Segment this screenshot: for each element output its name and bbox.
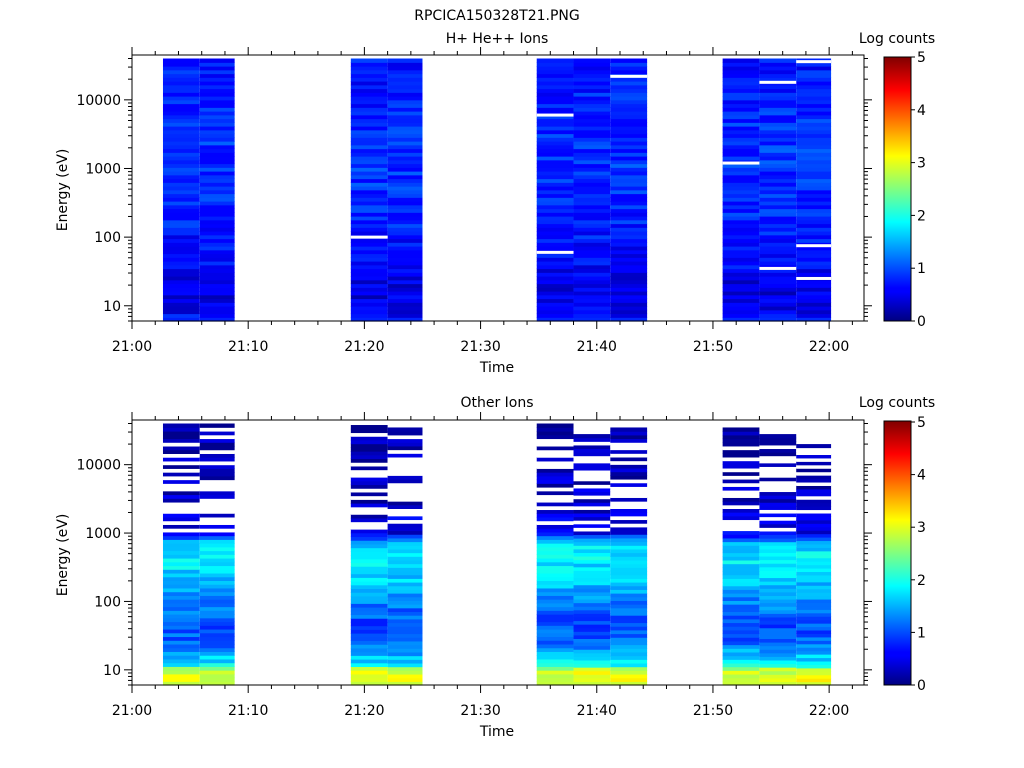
x-tick-label: 21:30 <box>460 339 500 355</box>
colorbar: Log counts 0 1 2 3 4 5 <box>859 31 935 330</box>
x-axis: 21:00 21:10 21:20 21:30 21:40 21:50 22:00 <box>112 47 853 355</box>
plot-frame <box>131 419 865 686</box>
colorbar-tick-label: 4 <box>917 468 926 484</box>
plot-frame <box>131 54 865 322</box>
y-tick-label: 1000 <box>85 526 121 542</box>
colorbar-gradient <box>883 420 912 686</box>
figure-title: RPCICA150328T21.PNG <box>414 8 579 24</box>
colorbar-tick-label: 3 <box>917 520 926 536</box>
x-axis-label: Time <box>479 360 514 376</box>
colorbar-gradient <box>883 56 912 322</box>
x-tick-label: 21:50 <box>693 339 733 355</box>
y-tick-label: 100 <box>94 594 121 610</box>
panel-title: Other Ions <box>460 395 533 411</box>
y-axis: 10 100 1000 10000 <box>76 422 872 686</box>
x-tick-label: 22:00 <box>809 703 849 719</box>
spectrogram-heatmap <box>162 423 832 686</box>
colorbar-label: Log counts <box>859 31 935 47</box>
x-tick-label: 21:20 <box>344 339 384 355</box>
x-tick-label: 21:00 <box>112 339 152 355</box>
colorbar-tick-label: 4 <box>917 103 926 119</box>
x-tick-label: 21:20 <box>344 703 384 719</box>
colorbar-tick-label: 0 <box>917 678 926 694</box>
y-axis-label: Energy (eV) <box>55 514 71 597</box>
y-tick-label: 10000 <box>76 458 121 474</box>
colorbar-label: Log counts <box>859 395 935 411</box>
x-tick-label: 21:50 <box>693 703 733 719</box>
y-tick-label: 100 <box>94 230 121 246</box>
colorbar-tick-label: 1 <box>917 261 926 277</box>
colorbar-tick-label: 5 <box>917 50 926 66</box>
panel-title: H+ He++ Ions <box>446 31 549 47</box>
spectrogram-heatmap <box>162 58 832 322</box>
y-tick-label: 10000 <box>76 93 121 109</box>
colorbar-tick-label: 2 <box>917 573 926 589</box>
x-tick-label: 21:00 <box>112 703 152 719</box>
x-tick-label: 21:10 <box>228 703 268 719</box>
colorbar-tick-label: 5 <box>917 415 926 431</box>
y-tick-label: 1000 <box>85 162 121 178</box>
x-tick-label: 22:00 <box>809 339 849 355</box>
x-axis-label: Time <box>479 724 514 740</box>
x-axis: 21:00 21:10 21:20 21:30 21:40 21:50 22:00 <box>112 412 853 719</box>
x-tick-label: 21:30 <box>460 703 500 719</box>
y-axis-label: Energy (eV) <box>55 149 71 232</box>
colorbar-tick-label: 0 <box>917 314 926 330</box>
x-tick-label: 21:40 <box>577 703 617 719</box>
colorbar-tick-label: 2 <box>917 208 926 224</box>
colorbar-tick-label: 3 <box>917 156 926 172</box>
y-axis: 10 100 1000 10000 <box>76 58 872 322</box>
colorbar-tick-label: 1 <box>917 625 926 641</box>
y-tick-label: 10 <box>103 663 121 679</box>
colorbar: Log counts 0 1 2 3 4 5 <box>859 395 935 694</box>
x-tick-label: 21:40 <box>577 339 617 355</box>
x-tick-label: 21:10 <box>228 339 268 355</box>
y-tick-label: 10 <box>103 299 121 315</box>
